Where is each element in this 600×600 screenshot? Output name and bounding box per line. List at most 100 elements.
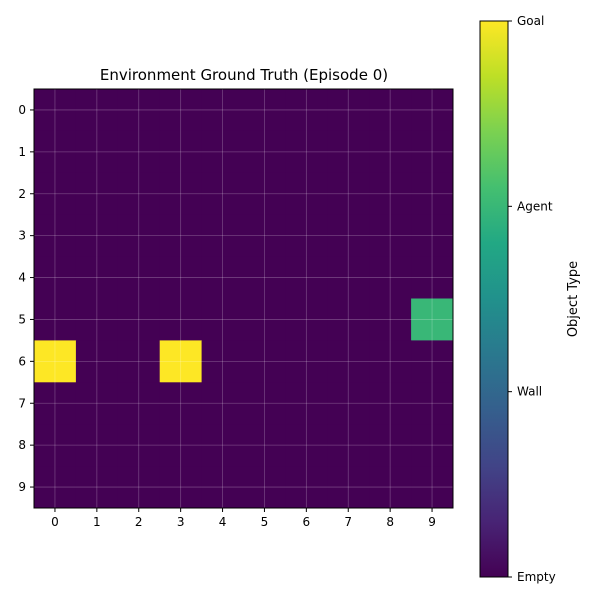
heatmap-cell-r9-c7 [327, 466, 370, 509]
x-tick-label: 2 [135, 515, 143, 529]
heatmap-cell-r7-c0 [34, 382, 77, 425]
heatmap-cell-r2-c6 [285, 172, 328, 216]
x-tick-label: 5 [261, 515, 269, 529]
heatmap-cell-r4-c9 [411, 256, 454, 299]
x-tick-label: 3 [177, 515, 185, 529]
heatmap-cell-r6-c8 [369, 340, 412, 383]
heatmap-cell-r9-c9 [411, 466, 454, 509]
heatmap-cell-r1-c2 [117, 130, 161, 174]
heatmap-cell-r1-c1 [75, 130, 119, 174]
heatmap-cell-r7-c6 [285, 382, 328, 425]
heatmap-cell-r3-c0 [34, 214, 77, 258]
heatmap-cell-r1-c3 [159, 130, 203, 174]
heatmap-cell-r0-c7 [327, 89, 370, 132]
heatmap-cell-r8-c7 [327, 424, 370, 467]
colorbar [479, 20, 509, 578]
heatmap-cell-r5-c4 [201, 298, 244, 341]
heatmap-cell-r5-c1 [75, 298, 119, 341]
y-tick-label: 5 [18, 312, 26, 326]
heatmap-cell-r6-c9 [411, 340, 454, 383]
heatmap-cell-r1-c7 [327, 130, 370, 174]
heatmap-cell-r6-c4 [201, 340, 244, 383]
heatmap-cell-r4-c1 [75, 256, 119, 299]
heatmap-cell-r0-c6 [285, 89, 328, 132]
heatmap-cell-r2-c5 [243, 172, 286, 216]
heatmap-cell-r7-c7 [327, 382, 370, 425]
heatmap-cell-r5-c5 [243, 298, 286, 341]
heatmap-cell-r2-c0 [34, 172, 77, 216]
plot-frame [33, 88, 454, 509]
y-tick-label: 9 [18, 480, 26, 494]
heatmap-cell-r6-c6 [285, 340, 328, 383]
colorbar-tick-label: Empty [517, 570, 556, 584]
heatmap-cell-r6-c2 [117, 340, 161, 383]
heatmap-cell-r5-c0 [34, 298, 77, 341]
heatmap-cell-r3-c5 [243, 214, 286, 258]
x-axis-ticks: 0 1 2 3 4 5 6 7 8 9 [51, 508, 436, 529]
x-tick-label: 1 [93, 515, 101, 529]
heatmap-cell-r1-c4 [201, 130, 244, 174]
y-tick-label: 6 [18, 354, 26, 368]
heatmap-cell-r8-c1 [75, 424, 119, 467]
heatmap-cell-r6-c5 [243, 340, 286, 383]
heatmap-cell-r9-c2 [117, 466, 161, 509]
y-tick-label: 7 [18, 396, 26, 410]
heatmap-cell-r0-c3 [159, 89, 203, 132]
heatmap-cell-r9-c3 [159, 466, 203, 509]
y-axis-ticks: 0 1 2 3 4 5 6 7 8 9 [18, 103, 34, 494]
x-tick-label: 6 [303, 515, 311, 529]
heatmap-cell-r6-c1 [75, 340, 119, 383]
heatmap-cell-r1-c8 [369, 130, 412, 174]
heatmap-cell-r9-c1 [75, 466, 119, 509]
y-tick-label: 3 [18, 229, 26, 243]
heatmap-cell-r4-c8 [369, 256, 412, 299]
heatmap-cell-r8-c5 [243, 424, 286, 467]
heatmap-cell-r1-c0 [34, 130, 77, 174]
y-tick-label: 1 [18, 145, 26, 159]
heatmap-cell-r0-c4 [201, 89, 244, 132]
heatmap-cell-r5-c8 [369, 298, 412, 341]
heatmap-cell-r5-c6 [285, 298, 328, 341]
heatmap-cell-r1-c5 [243, 130, 286, 174]
colorbar-tick-label: Wall [517, 385, 542, 399]
heatmap-cell-r6-c0 [34, 340, 77, 383]
heatmap-cell-r0-c9 [411, 89, 454, 132]
heatmap-cell-r3-c1 [75, 214, 119, 258]
heatmap-cell-r7-c8 [369, 382, 412, 425]
heatmap-cell-r2-c2 [117, 172, 161, 216]
heatmap-cell-r1-c9 [411, 130, 454, 174]
heatmap-cell-r9-c8 [369, 466, 412, 509]
heatmap-cell-r9-c5 [243, 466, 286, 509]
heatmap-cell-r7-c3 [159, 382, 203, 425]
colorbar-tick-label: Agent [517, 199, 553, 213]
heatmap-cell-r2-c8 [369, 172, 412, 216]
y-tick-label: 2 [18, 187, 26, 201]
heatmap-cell-r2-c4 [201, 172, 244, 216]
heatmap-cell-r3-c7 [327, 214, 370, 258]
heatmap-cell-r5-c2 [117, 298, 161, 341]
grid-lines [34, 89, 453, 508]
colorbar-tick-label: Goal [517, 14, 544, 28]
heatmap-cell-r2-c9 [411, 172, 454, 216]
heatmap-cell-r2-c7 [327, 172, 370, 216]
heatmap-cell-r4-c3 [159, 256, 203, 299]
heatmap-cell-r4-c4 [201, 256, 244, 299]
heatmap-cell-r6-c7 [327, 340, 370, 383]
heatmap-cell-r3-c8 [369, 214, 412, 258]
heatmap-cell-r7-c5 [243, 382, 286, 425]
heatmap-cell-r9-c0 [34, 466, 77, 509]
y-tick-label: 4 [18, 271, 26, 285]
heatmap-cell-r5-c3 [159, 298, 203, 341]
x-tick-label: 4 [219, 515, 227, 529]
heatmap-cell-r1-c6 [285, 130, 328, 174]
heatmap-cell-r8-c2 [117, 424, 161, 467]
heatmap-cell-r3-c3 [159, 214, 203, 258]
colorbar-ticks: Goal Agent Wall Empty [508, 14, 556, 584]
heatmap-cell-r2-c3 [159, 172, 203, 216]
y-tick-label: 0 [18, 103, 26, 117]
heatmap-cell-r4-c7 [327, 256, 370, 299]
heatmap-cell-r9-c6 [285, 466, 328, 509]
heatmap-cell-r3-c9 [411, 214, 454, 258]
heatmap-cell-r5-c9 [411, 298, 454, 341]
